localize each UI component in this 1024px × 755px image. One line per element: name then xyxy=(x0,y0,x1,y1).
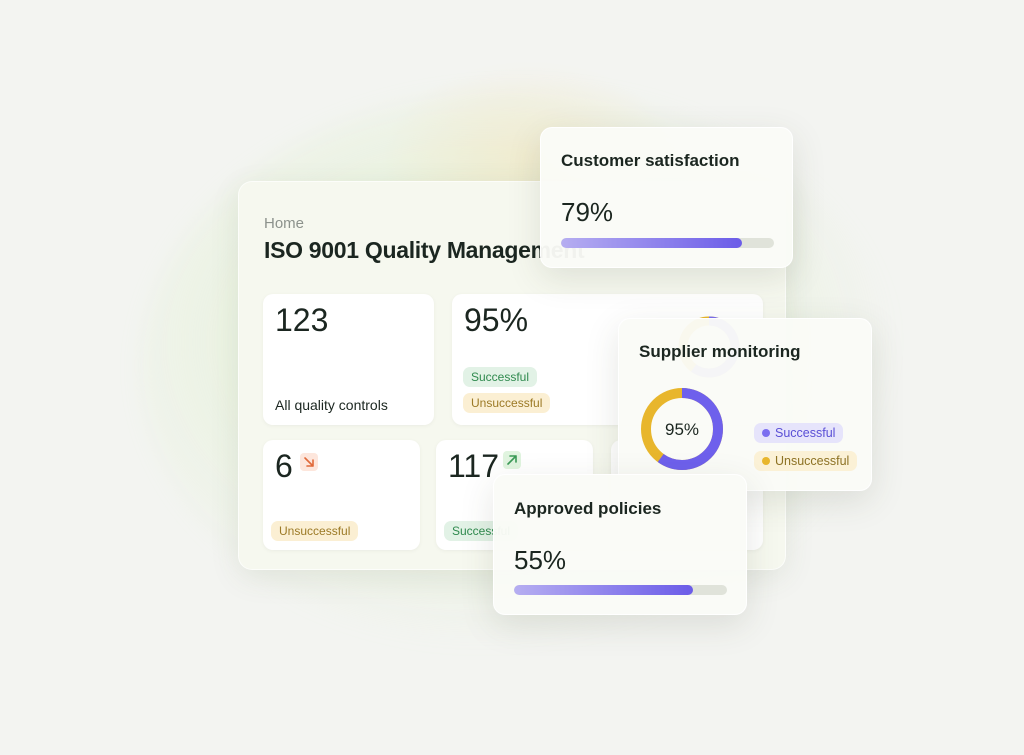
success-rate-value: 95% xyxy=(464,302,529,338)
approved-policies-progress-fill xyxy=(514,585,693,595)
customer-satisfaction-title: Customer satisfaction xyxy=(561,151,740,170)
donut-successful-segment xyxy=(641,388,723,470)
approved-policies-progress-bar xyxy=(514,585,727,595)
unsuccessful-count: 6 xyxy=(275,448,293,484)
customer-satisfaction-progress-bar xyxy=(561,238,774,248)
all-quality-controls-tile[interactable]: 123 All quality controls xyxy=(263,294,434,425)
approved-policies-title: Approved policies xyxy=(514,499,662,518)
customer-satisfaction-value: 79% xyxy=(561,197,614,227)
supplier-monitoring-card[interactable]: Supplier monitoring 95% Successful Unsuc… xyxy=(618,318,872,491)
approved-policies-card[interactable]: Approved policies 55% xyxy=(493,474,747,615)
unsuccessful-tile[interactable]: 6 Unsuccessful xyxy=(263,440,420,550)
legend-unsuccessful-label: Unsuccessful xyxy=(775,454,850,468)
all-quality-controls-count: 123 xyxy=(275,302,329,338)
donut-center-label: 95% xyxy=(665,420,699,439)
supplier-donut-chart: 95% xyxy=(641,388,723,470)
legend-unsuccessful: Unsuccessful xyxy=(754,451,858,471)
all-quality-controls-label: All quality controls xyxy=(275,397,388,413)
legend-successful-dot xyxy=(762,429,770,437)
unsuccessful-badge: Unsuccessful xyxy=(271,521,359,541)
trend-down-icon xyxy=(300,453,318,471)
legend-successful: Successful xyxy=(754,423,844,443)
successful-badge: Successful xyxy=(463,367,538,387)
legend-successful-label: Successful xyxy=(775,426,836,440)
successful-count: 117 xyxy=(448,448,500,484)
unsuccessful-badge: Unsuccessful xyxy=(463,393,551,413)
customer-satisfaction-progress-fill xyxy=(561,238,743,248)
trend-up-icon xyxy=(503,451,521,469)
legend-unsuccessful-dot xyxy=(762,457,770,465)
supplier-monitoring-title: Supplier monitoring xyxy=(639,342,801,361)
customer-satisfaction-card[interactable]: Customer satisfaction 79% xyxy=(540,127,793,268)
breadcrumb[interactable]: Home xyxy=(264,215,305,232)
page-title: ISO 9001 Quality Management xyxy=(264,237,585,263)
approved-policies-value: 55% xyxy=(514,545,567,575)
